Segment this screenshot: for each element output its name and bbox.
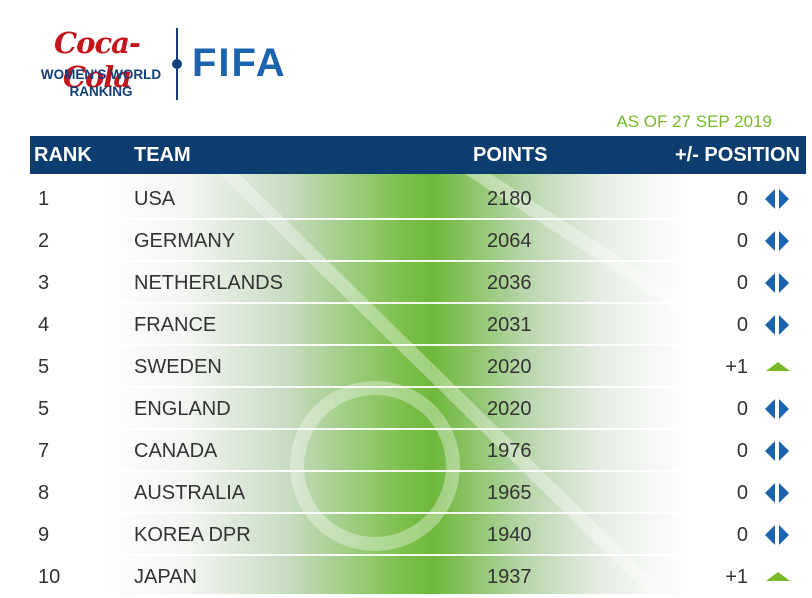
points-cell: 2036 [487, 272, 532, 294]
points-cell: 2031 [487, 314, 532, 336]
fifa-logo: FIFA [192, 41, 287, 85]
points-cell: 2180 [487, 188, 532, 210]
table-row: 3 NETHERLANDS 2036 0 [30, 262, 806, 304]
ranking-title-line2: RANKING [69, 84, 133, 99]
rank-cell: 10 [38, 566, 61, 588]
no-change-arrows-icon [764, 230, 792, 252]
no-change-arrows-icon [764, 482, 792, 504]
no-change-arrows-icon [764, 188, 792, 210]
header-points: POINTS [473, 144, 548, 166]
position-change-cell: 0 [736, 272, 748, 294]
table-row: 5 ENGLAND 2020 0 [30, 388, 806, 430]
team-cell: NETHERLANDS [134, 272, 283, 294]
points-cell: 2020 [487, 356, 532, 378]
no-change-arrows-icon [764, 524, 792, 546]
table-row: 4 FRANCE 2031 0 [30, 304, 806, 346]
coca-cola-logo: Coca-Cola [54, 26, 141, 94]
points-cell: 1965 [487, 482, 532, 504]
rank-cell: 8 [38, 482, 50, 504]
logo-divider-dot [172, 59, 182, 69]
table-row: 5 SWEDEN 2020 +1 [30, 346, 806, 388]
rank-cell: 4 [38, 314, 50, 336]
rank-cell: 7 [38, 440, 50, 462]
no-change-arrows-icon [764, 440, 792, 462]
position-change-cell: 0 [736, 230, 748, 252]
position-change-cell: 0 [736, 440, 748, 462]
team-cell: CANADA [134, 440, 218, 462]
position-change-cell: 0 [736, 398, 748, 420]
table-header: RANK TEAM POINTS +/- POSITION [30, 136, 806, 174]
position-change-cell: 0 [736, 482, 748, 504]
points-cell: 1937 [487, 566, 532, 588]
position-change-cell: 0 [736, 524, 748, 546]
rank-cell: 1 [38, 188, 50, 210]
table-row: 1 USA 2180 0 [30, 178, 806, 220]
table-row: 9 KOREA DPR 1940 0 [30, 514, 806, 556]
team-cell: JAPAN [134, 566, 197, 588]
up-arrow-icon [764, 356, 792, 378]
up-arrow-icon [764, 566, 792, 588]
position-change-cell: 0 [736, 314, 748, 336]
team-cell: KOREA DPR [134, 524, 251, 546]
as-of-date: AS OF 27 SEP 2019 [616, 112, 772, 131]
rank-cell: 2 [38, 230, 50, 252]
ranking-table: 1 USA 2180 0 2 GERMANY 2064 0 3 NETHERLA… [30, 178, 806, 598]
no-change-arrows-icon [764, 398, 792, 420]
no-change-arrows-icon [764, 314, 792, 336]
rank-cell: 5 [38, 398, 50, 420]
points-cell: 2064 [487, 230, 532, 252]
team-cell: USA [134, 188, 176, 210]
pitch-lines-decoration [180, 136, 806, 594]
no-change-arrows-icon [764, 272, 792, 294]
rank-cell: 9 [38, 524, 50, 546]
points-cell: 2020 [487, 398, 532, 420]
rank-cell: 5 [38, 356, 50, 378]
header-team: TEAM [134, 144, 191, 166]
ranking-title-line1: WOMEN'S WORLD [40, 67, 162, 82]
header-position-change: +/- POSITION [674, 144, 800, 166]
team-cell: FRANCE [134, 314, 217, 336]
points-cell: 1976 [487, 440, 532, 462]
position-change-cell: +1 [725, 566, 748, 588]
rank-cell: 3 [38, 272, 50, 294]
position-change-cell: 0 [736, 188, 748, 210]
team-cell: AUSTRALIA [134, 482, 246, 504]
team-cell: GERMANY [134, 230, 236, 252]
ranking-logo: Coca-Cola WOMEN'S WORLD RANKING FIFA [26, 22, 316, 106]
table-row: 7 CANADA 1976 0 [30, 430, 806, 472]
points-cell: 1940 [487, 524, 532, 546]
table-background [30, 136, 806, 594]
position-change-cell: +1 [725, 356, 748, 378]
table-row: 10 JAPAN 1937 +1 [30, 556, 806, 598]
team-cell: SWEDEN [134, 356, 222, 378]
header-rank: RANK [34, 144, 92, 166]
table-row: 8 AUSTRALIA 1965 0 [30, 472, 806, 514]
table-row: 2 GERMANY 2064 0 [30, 220, 806, 262]
team-cell: ENGLAND [134, 398, 231, 420]
